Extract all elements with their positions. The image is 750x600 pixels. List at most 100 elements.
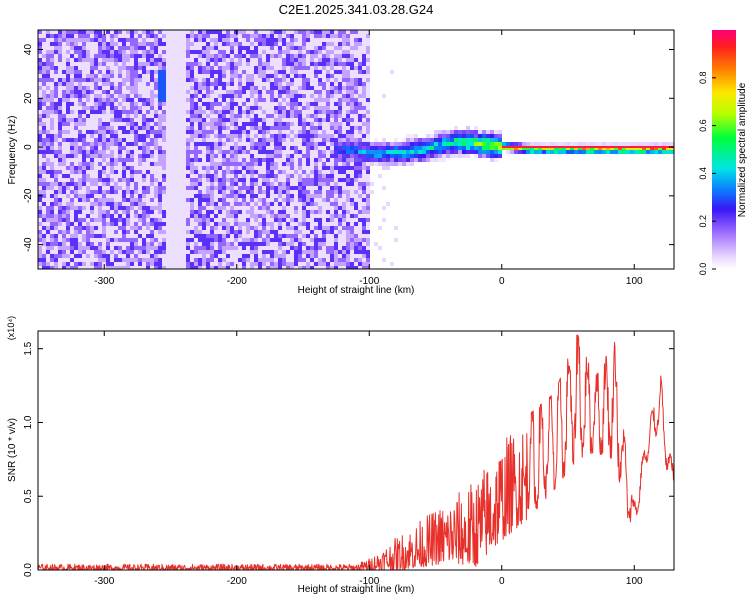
heatmap-cell <box>118 62 122 66</box>
heatmap-cell <box>286 174 290 178</box>
heatmap-cell <box>266 218 270 222</box>
heatmap-cell <box>174 38 178 42</box>
heatmap-cell <box>310 70 314 74</box>
heatmap-cell <box>42 42 46 46</box>
heatmap-cell <box>186 122 190 126</box>
heatmap-cell <box>346 230 350 234</box>
heatmap-cell <box>122 138 126 142</box>
heatmap-cell <box>302 226 306 230</box>
heatmap-cell <box>190 102 194 106</box>
heatmap-cell <box>42 170 46 174</box>
heatmap-cell <box>130 202 134 206</box>
heatmap-cell <box>334 186 338 190</box>
heatmap-cell <box>186 158 190 162</box>
heatmap-cell <box>346 170 350 174</box>
heatmap-cell <box>350 234 354 238</box>
heatmap-cell <box>102 90 106 94</box>
heatmap-cell <box>258 54 262 58</box>
heatmap-cell <box>254 218 258 222</box>
heatmap-cell <box>70 186 74 190</box>
heatmap-cell <box>362 66 366 70</box>
heatmap-cell <box>206 46 210 50</box>
heatmap-cell <box>86 242 90 246</box>
heatmap-cell <box>150 190 154 194</box>
heatmap-cell <box>54 86 58 90</box>
heatmap-cell <box>70 122 74 126</box>
heatmap-cell <box>314 70 318 74</box>
heatmap-cell <box>102 62 106 66</box>
heatmap-cell <box>278 174 282 178</box>
heatmap-cell <box>218 42 222 46</box>
heatmap-cell <box>282 86 286 90</box>
heatmap-cell <box>234 70 238 74</box>
heatmap-cell <box>254 246 258 250</box>
heatmap-cell <box>178 242 182 246</box>
heatmap-cell <box>214 82 218 86</box>
heatmap-cell <box>150 262 154 266</box>
heatmap-cell <box>230 262 234 266</box>
heatmap-cell <box>270 194 274 198</box>
heatmap-cell <box>166 226 170 230</box>
heatmap-cell <box>126 70 130 74</box>
heatmap-cell <box>366 110 370 114</box>
heatmap-cell <box>342 98 346 102</box>
heatmap-cell <box>306 118 310 122</box>
heatmap-cell <box>218 54 222 58</box>
heatmap-cell <box>278 38 282 42</box>
heatmap-cell <box>146 162 150 166</box>
heatmap-cell <box>286 38 290 42</box>
heatmap-cell <box>74 78 78 82</box>
heatmap-cell <box>190 238 194 242</box>
heatmap-cell <box>150 38 154 42</box>
heatmap-cell <box>154 222 158 226</box>
heatmap-cell <box>274 222 278 226</box>
heatmap-cell <box>254 46 258 50</box>
heatmap-cell <box>50 94 54 98</box>
heatmap-cell <box>214 238 218 242</box>
heatmap-cell <box>46 238 50 242</box>
heatmap-cell <box>262 266 266 269</box>
heatmap-cell <box>202 102 206 106</box>
heatmap-cell <box>94 214 98 218</box>
heatmap-cell <box>142 266 146 269</box>
heatmap-cell <box>62 62 66 66</box>
heatmap-cell <box>282 206 286 210</box>
heatmap-cell <box>338 266 342 269</box>
heatmap-cell <box>110 154 114 158</box>
heatmap-cell <box>174 54 178 58</box>
heatmap-cell <box>302 114 306 118</box>
heatmap-cell <box>362 146 366 150</box>
heatmap-cell <box>142 54 146 58</box>
heatmap-cell <box>90 114 94 118</box>
heatmap-cell <box>46 154 50 158</box>
heatmap-cell <box>114 230 118 234</box>
heatmap-cell <box>42 218 46 222</box>
heatmap-cell <box>266 166 270 170</box>
heatmap-cell <box>54 38 58 42</box>
heatmap-cell <box>130 214 134 218</box>
heatmap-cell <box>162 234 166 238</box>
heatmap-cell <box>50 162 54 166</box>
heatmap-cell <box>102 138 106 142</box>
heatmap-cell <box>50 226 54 230</box>
heatmap-cell <box>86 154 90 158</box>
heatmap-cell <box>194 78 198 82</box>
heatmap-cell <box>86 50 90 54</box>
heatmap-cell <box>210 38 214 42</box>
heatmap-cell <box>206 74 210 78</box>
heatmap-cell <box>122 246 126 250</box>
heatmap-cell <box>174 46 178 50</box>
heatmap-cell <box>366 254 370 258</box>
heatmap-cell <box>158 90 162 94</box>
heatmap-cell <box>186 186 190 190</box>
heatmap-cell <box>194 182 198 186</box>
heatmap-cell <box>318 46 322 50</box>
heatmap-cell <box>282 78 286 82</box>
heatmap-cell <box>242 218 246 222</box>
heatmap-cell <box>258 194 262 198</box>
heatmap-cell <box>322 250 326 254</box>
heatmap-cell <box>38 70 42 74</box>
heatmap-cell <box>354 74 358 78</box>
heatmap-cell <box>126 170 130 174</box>
heatmap-cell <box>126 202 130 206</box>
